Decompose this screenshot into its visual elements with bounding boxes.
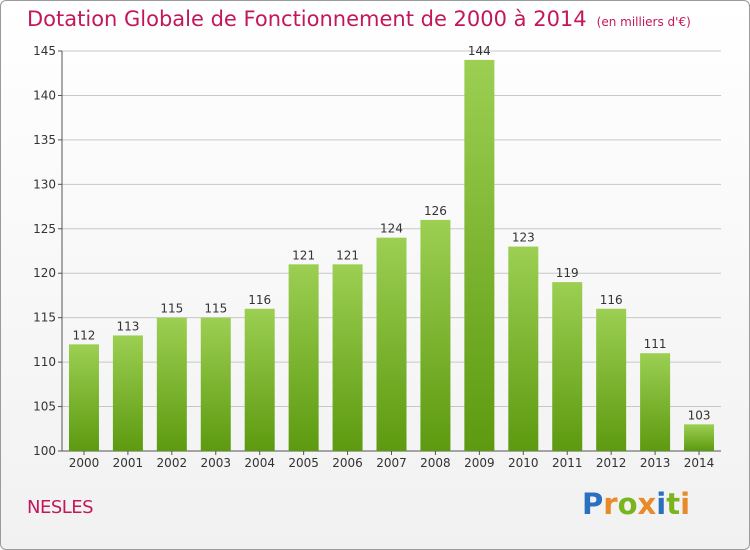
y-tick-label: 105 [33,400,56,414]
x-tick-label-2004: 2004 [244,456,275,470]
value-label-2001: 113 [116,319,139,333]
bar-2000 [68,344,99,451]
value-label-2006: 121 [336,248,359,262]
bar-2004 [244,308,275,451]
x-tick-label-2006: 2006 [332,456,363,470]
x-tick-label-2014: 2014 [684,456,715,470]
value-label-2011: 119 [556,266,579,280]
y-tick-label: 100 [33,444,56,458]
value-label-2010: 123 [512,231,535,245]
bar-2005 [288,264,319,451]
value-label-2008: 126 [424,204,447,218]
x-tick-label-2002: 2002 [157,456,188,470]
y-tick-label: 135 [33,133,56,147]
value-label-2013: 111 [644,337,667,351]
y-tick-label: 125 [33,222,56,236]
title-text: Dotation Globale de Fonctionnement de 20… [27,7,587,31]
logo-letter: r [603,487,618,521]
y-tick-label: 110 [33,355,56,369]
chart-title: Dotation Globale de Fonctionnement de 20… [27,7,691,31]
bar-2006 [332,264,363,451]
x-tick-label-2000: 2000 [69,456,100,470]
logo-letter: x [637,487,657,521]
y-tick-label: 140 [33,88,56,102]
value-label-2009: 144 [468,44,491,58]
bar-2001 [112,335,143,451]
value-label-2007: 124 [380,222,403,236]
bar-2011 [552,282,583,451]
logo-letter: t [666,487,681,521]
title-unit: (en milliers d'€) [596,15,691,29]
labels: 100 105 110 115 120 125 130 135 140 145 112 2000 113… [33,44,714,470]
x-tick-label-2009: 2009 [464,456,495,470]
value-label-2002: 115 [160,302,183,316]
x-tick-label-2012: 2012 [596,456,627,470]
value-label-2005: 121 [292,248,315,262]
bar-2007 [376,237,407,451]
bar-2012 [596,308,627,451]
logo-letter: P [582,487,604,521]
bar-2010 [508,246,539,451]
proxiti-logo[interactable]: Proxiti [582,487,690,521]
value-label-2012: 116 [600,293,623,307]
x-tick-label-2001: 2001 [113,456,144,470]
x-tick-label-2010: 2010 [508,456,539,470]
x-tick-label-2003: 2003 [200,456,231,470]
value-label-2003: 115 [204,302,227,316]
y-tick-label: 115 [33,311,56,325]
logo-letter: i [680,487,691,521]
x-tick-label-2007: 2007 [376,456,407,470]
x-tick-label-2008: 2008 [420,456,451,470]
bar-2003 [200,317,231,451]
value-label-2004: 116 [248,293,271,307]
x-tick-label-2005: 2005 [288,456,319,470]
bar-2013 [640,353,671,451]
y-tick-label: 120 [33,266,56,280]
y-tick-label: 145 [33,44,56,58]
bar-2008 [420,219,451,451]
value-label-2000: 112 [73,328,96,342]
bar-2002 [156,317,187,451]
logo-letter: o [617,487,638,521]
bars [68,59,715,452]
x-tick-label-2011: 2011 [552,456,583,470]
y-tick-label: 130 [33,177,56,191]
logo-letter: i [656,487,667,521]
bar-2014 [684,424,715,451]
place-name: NESLES [27,497,94,518]
x-tick-label-2013: 2013 [640,456,671,470]
bar-2009 [464,59,495,452]
value-label-2014: 103 [688,408,711,422]
